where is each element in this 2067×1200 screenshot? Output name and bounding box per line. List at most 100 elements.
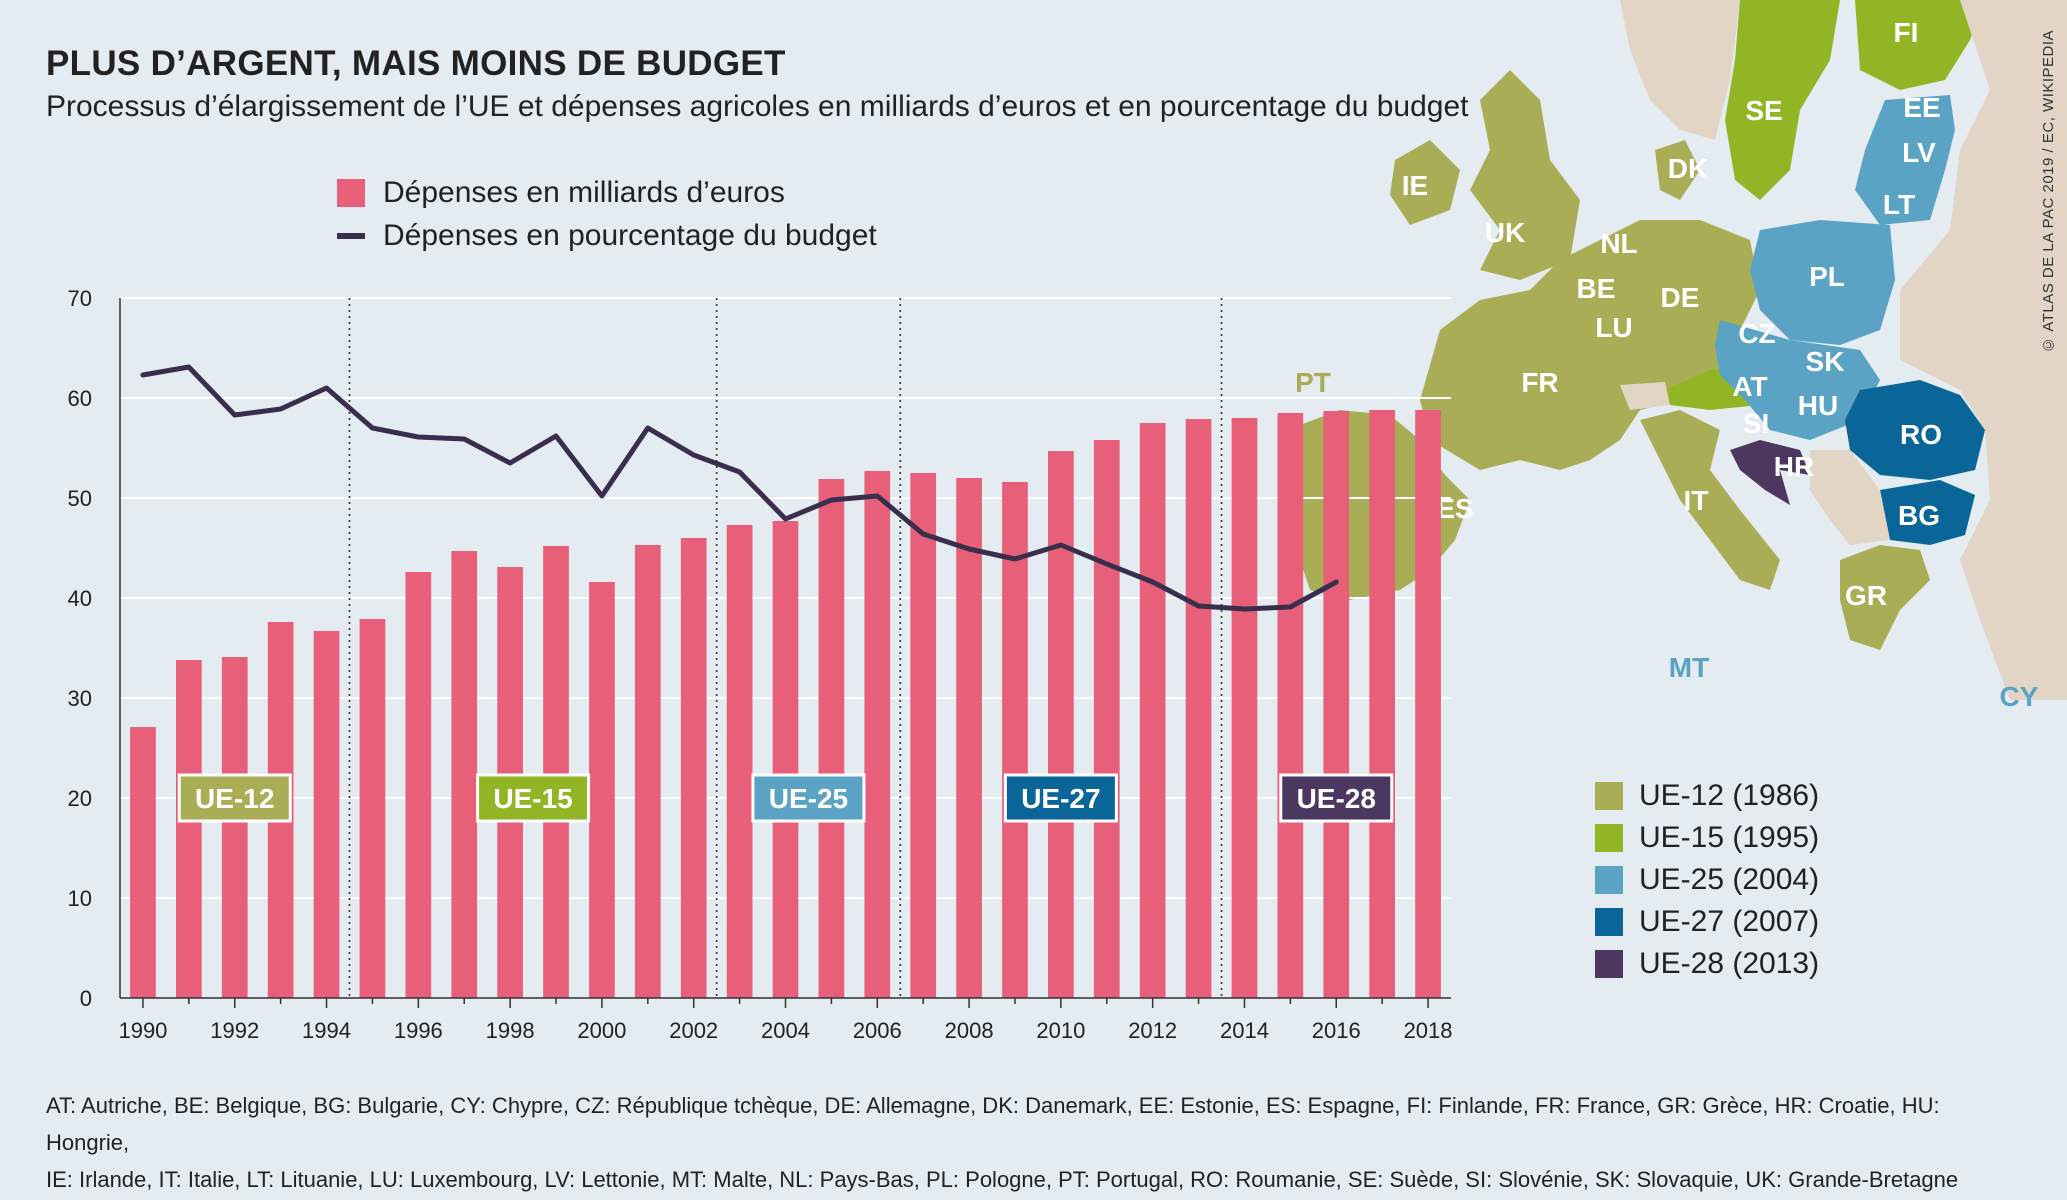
map-label-it: IT — [1684, 485, 1709, 516]
phase-legend-label: UE-27 (2007) — [1639, 905, 1820, 938]
phase-legend-label: UE-28 (2013) — [1639, 947, 1820, 980]
x-tick-label-2006: 2006 — [853, 1018, 902, 1043]
x-tick-label-2000: 2000 — [577, 1018, 626, 1043]
x-tick-label-1994: 1994 — [302, 1018, 351, 1043]
chart-subtitle: Processus d’élargissement de l’UE et dép… — [46, 90, 1469, 123]
map-region-france-germany — [1420, 220, 1760, 470]
map-label-lt: LT — [1883, 189, 1915, 220]
bar-2010 — [1048, 451, 1074, 998]
map-label-be: BE — [1577, 273, 1616, 304]
phase-legend: UE-12 (1986) UE-15 (1995) UE-25 (2004) UE-2… — [1595, 775, 1819, 985]
y-tick-label-20: 20 — [68, 786, 92, 811]
bar-2006 — [864, 471, 891, 998]
x-tick-label-2002: 2002 — [669, 1018, 718, 1043]
x-tick-label-2010: 2010 — [1036, 1018, 1085, 1043]
legend-swatch-bar — [337, 179, 365, 207]
phase-label-text: UE-27 — [1021, 783, 1100, 814]
bar-2012 — [1139, 423, 1166, 998]
map-region-romania — [1845, 380, 1985, 480]
bar-2016 — [1323, 411, 1350, 998]
bar-1997 — [451, 551, 478, 998]
phase-label-text: UE-12 — [195, 783, 274, 814]
map-region-uk — [1470, 70, 1580, 280]
map-region-bulgaria — [1880, 480, 1975, 545]
bar-2018 — [1415, 410, 1441, 998]
phase-legend-label: UE-12 (1986) — [1639, 779, 1820, 812]
map-labels: IEUKDKNLBELUDEFRESPTITGRSEFIATEELVLTPLCZ… — [1295, 17, 2039, 712]
phase-label-box — [751, 773, 866, 823]
legend-label-line: Dépenses en pourcentage du budget — [383, 219, 877, 252]
x-tick-label-2014: 2014 — [1220, 1018, 1269, 1043]
phase-legend-item: UE-28 (2013) — [1595, 943, 1819, 985]
phase-label-box — [1003, 773, 1118, 823]
map-region-denmark — [1655, 140, 1700, 200]
phase-label-ue-25: UE-25 — [751, 773, 866, 823]
map-label-si: SI — [1743, 408, 1769, 439]
map-region-cz-sk-hu — [1715, 320, 1880, 440]
map-label-pt: PT — [1295, 367, 1331, 398]
map-label-at: AT — [1732, 371, 1767, 402]
phase-labels: UE-12 UE-15 UE-25 UE-27 UE-28 — [177, 773, 1394, 823]
phase-label-box — [476, 773, 591, 823]
phase-legend-swatch — [1595, 950, 1623, 978]
map-region-greece — [1840, 545, 1930, 650]
phase-label-ue-27: UE-27 — [1003, 773, 1118, 823]
y-tick-label-70: 70 — [68, 286, 92, 311]
phase-legend-item: UE-15 (1995) — [1595, 817, 1819, 859]
map-label-fr: FR — [1521, 367, 1558, 398]
map-region-non-eu-east — [1900, 0, 2067, 700]
x-tick-label-2018: 2018 — [1404, 1018, 1453, 1043]
map-label-ro: RO — [1900, 419, 1942, 450]
bar-2008 — [956, 478, 982, 998]
map-label-lu: LU — [1595, 312, 1632, 343]
phase-label-box — [1279, 773, 1394, 823]
phase-label-ue-15: UE-15 — [476, 773, 591, 823]
x-tick-label-1996: 1996 — [394, 1018, 443, 1043]
map-label-mt: MT — [1669, 652, 1709, 683]
map-region-finland — [1855, 0, 1985, 90]
legend-swatch-line — [337, 233, 365, 239]
bar-2004 — [772, 521, 799, 998]
line-series-group — [140, 364, 1339, 612]
map-label-cz: CZ — [1738, 318, 1775, 349]
phase-legend-swatch — [1595, 782, 1623, 810]
phase-label-box — [177, 773, 292, 823]
map-region-poland — [1750, 220, 1895, 345]
bar-1999 — [543, 546, 569, 998]
phase-legend-item: UE-12 (1986) — [1595, 775, 1819, 817]
map-label-bg: BG — [1898, 500, 1940, 531]
x-tick-label-1990: 1990 — [118, 1018, 167, 1043]
map-region-ireland — [1390, 140, 1460, 225]
map-label-uk: UK — [1485, 217, 1525, 248]
map-region-non-eu-balkans — [1810, 450, 1890, 545]
bar-1995 — [359, 619, 386, 998]
bar-2013 — [1185, 419, 1212, 998]
x-tick-label-2012: 2012 — [1128, 1018, 1177, 1043]
europe-map — [1290, 0, 2067, 700]
y-axis-ticks: 0 10 20 30 40 50 60 70 — [68, 286, 92, 1011]
map-label-ee: EE — [1903, 92, 1940, 123]
x-tick-label-2004: 2004 — [761, 1018, 810, 1043]
phase-legend-swatch — [1595, 866, 1623, 894]
footnote-line-1: AT: Autriche, BE: Belgique, BG: Bulgarie… — [46, 1093, 1940, 1155]
map-label-cy: CY — [2000, 681, 2039, 712]
phase-label-text: UE-28 — [1297, 783, 1376, 814]
bar-2002 — [680, 538, 707, 998]
bar-2003 — [726, 525, 753, 998]
bar-2007 — [910, 473, 937, 998]
x-tick-label-1992: 1992 — [210, 1018, 259, 1043]
y-tick-label-60: 60 — [68, 386, 92, 411]
bar-1994 — [313, 631, 340, 998]
y-tick-label-10: 10 — [68, 886, 92, 911]
map-region-norway — [1620, 0, 1740, 140]
plot-area: UE-12 UE-15 UE-25 UE-27 UE-28 0 10 20 30 40 50 60 7… — [68, 286, 1453, 1043]
bar-1991 — [175, 660, 202, 998]
phase-legend-label: UE-15 (1995) — [1639, 821, 1820, 854]
bar-2005 — [818, 479, 845, 998]
map-region-switzerland — [1620, 382, 1670, 410]
bar-2001 — [634, 545, 661, 998]
bar-2014 — [1231, 418, 1258, 998]
y-tick-label-30: 30 — [68, 686, 92, 711]
phase-label-text: UE-25 — [769, 783, 848, 814]
